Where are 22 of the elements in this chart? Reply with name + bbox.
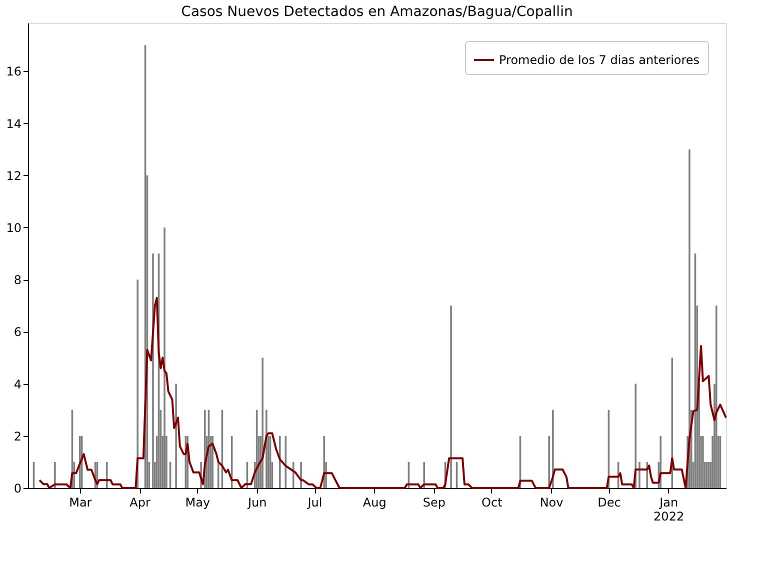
x-tick-label: May <box>185 496 210 510</box>
y-tick-label: 8 <box>14 273 22 288</box>
y-tick-label: 0 <box>14 482 22 496</box>
y-tick-label: 2 <box>14 429 22 444</box>
y-tick-label: 6 <box>14 325 22 340</box>
x-tick-label: Sep <box>422 496 446 510</box>
x-tick-label: Jan 2022 <box>654 496 684 524</box>
y-tick-label: 10 <box>6 220 22 235</box>
x-tick-label: Aug <box>362 496 386 510</box>
y-tick-label: 4 <box>14 377 22 392</box>
x-tick-label: Nov <box>540 496 564 510</box>
x-tick-label: Mar <box>69 496 92 510</box>
x-tick-label: Jun <box>246 496 267 510</box>
x-tick-label: Jul <box>306 496 322 510</box>
x-tick-label: Dec <box>598 496 621 510</box>
chart-title: Casos Nuevos Detectados en Amazonas/Bagua/Copallin <box>181 4 573 20</box>
legend-label: Promedio de los 7 dias anteriores <box>499 53 700 67</box>
y-tick-label: 14 <box>6 116 22 131</box>
y-tick-label: 12 <box>6 168 22 183</box>
x-tick-label: Apr <box>130 496 150 510</box>
y-tick-label: 16 <box>6 64 22 79</box>
x-tick-label: Oct <box>482 496 503 510</box>
